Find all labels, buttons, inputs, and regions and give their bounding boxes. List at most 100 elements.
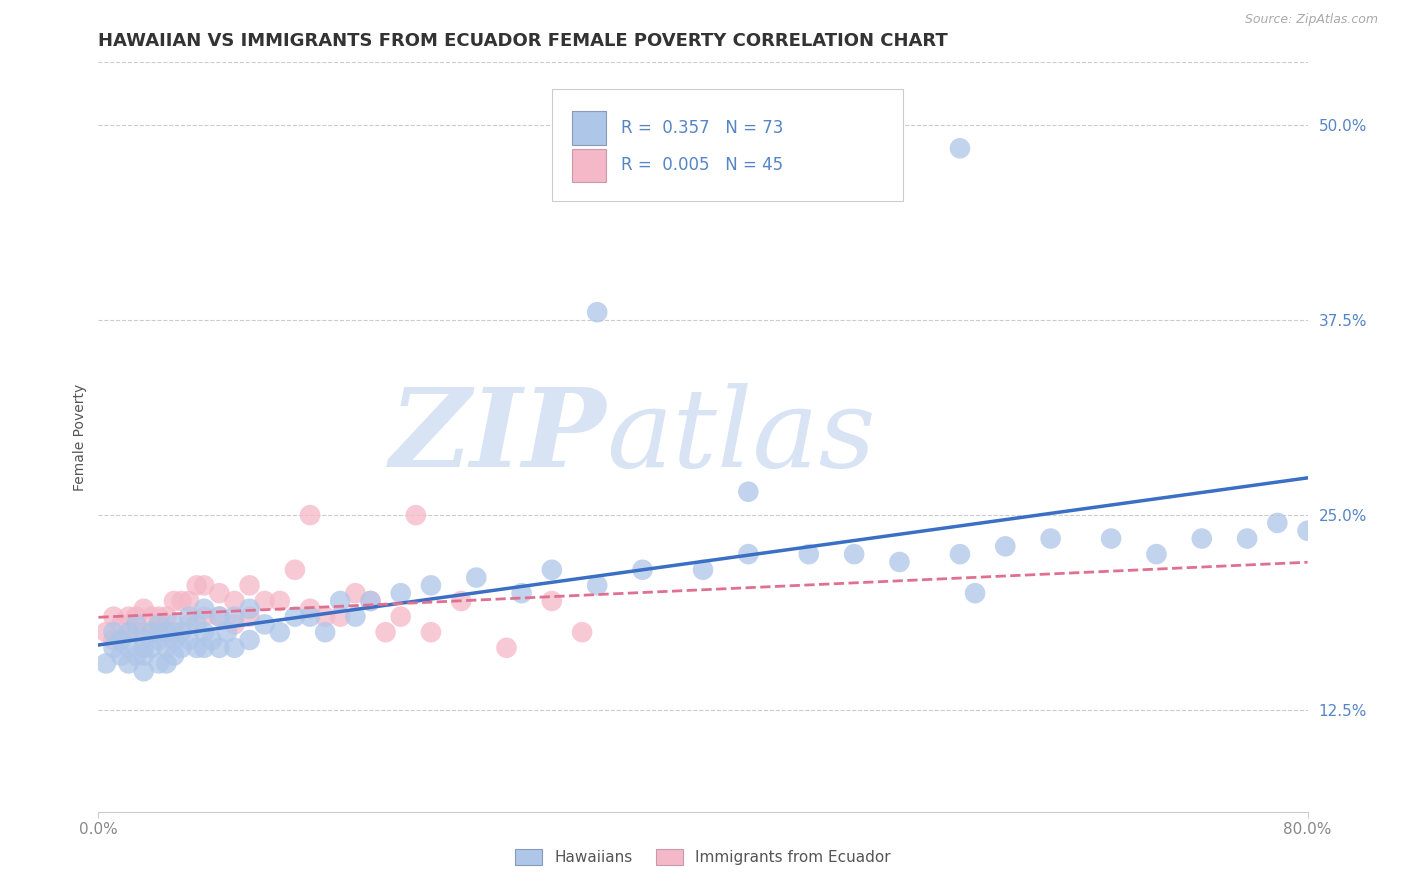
Point [141, 625, 163, 640]
Point [179, 609, 201, 624]
Point [103, 640, 125, 655]
Point [118, 609, 141, 624]
Point [186, 640, 208, 655]
Point [253, 617, 276, 632]
Point [201, 633, 224, 648]
Point [148, 625, 170, 640]
Point [163, 594, 186, 608]
Point [170, 594, 193, 608]
Point [186, 617, 208, 632]
Point [889, 555, 911, 569]
Point [132, 625, 155, 640]
Point [110, 617, 132, 632]
Point [141, 609, 163, 624]
Point [163, 648, 186, 663]
Point [208, 609, 231, 624]
Point [360, 594, 382, 608]
Point [155, 625, 177, 640]
Bar [572, 149, 606, 182]
Point [186, 578, 208, 592]
Point [949, 141, 972, 155]
Point [125, 625, 148, 640]
Point [208, 640, 231, 655]
Point [148, 617, 170, 632]
Point [193, 640, 215, 655]
Point [170, 625, 193, 640]
Point [495, 640, 517, 655]
Point [148, 609, 170, 624]
Point [193, 601, 215, 615]
Point [224, 640, 246, 655]
Point [132, 640, 155, 655]
Point [405, 508, 427, 523]
Point [510, 586, 533, 600]
Point [269, 625, 291, 640]
Point [299, 508, 322, 523]
Point [110, 633, 132, 648]
Point [103, 609, 125, 624]
Point [208, 609, 231, 624]
Point [1099, 532, 1122, 546]
Legend: Hawaiians, Immigrants from Ecuador: Hawaiians, Immigrants from Ecuador [509, 843, 897, 871]
Point [224, 617, 246, 632]
Point [94, 657, 117, 671]
Point [299, 609, 322, 624]
Point [1267, 516, 1289, 530]
Point [155, 640, 177, 655]
Point [215, 625, 238, 640]
Point [1039, 532, 1062, 546]
Point [155, 657, 177, 671]
Point [420, 578, 443, 592]
Point [125, 617, 148, 632]
Point [208, 586, 231, 600]
Point [420, 625, 443, 640]
Point [344, 586, 367, 600]
Point [329, 594, 352, 608]
Point [103, 625, 125, 640]
Point [314, 609, 336, 624]
Text: atlas: atlas [606, 384, 876, 491]
Point [389, 609, 412, 624]
Point [118, 640, 141, 655]
Point [1191, 532, 1213, 546]
Point [360, 594, 382, 608]
Point [1144, 547, 1167, 561]
Point [193, 625, 215, 640]
Point [797, 547, 820, 561]
Point [994, 539, 1017, 553]
Point [239, 609, 262, 624]
Point [132, 633, 155, 648]
Text: R =  0.005   N = 45: R = 0.005 N = 45 [621, 156, 783, 175]
Point [179, 633, 201, 648]
Point [253, 594, 276, 608]
Text: R =  0.357   N = 73: R = 0.357 N = 73 [621, 119, 783, 137]
Point [103, 633, 125, 648]
Point [155, 609, 177, 624]
Text: HAWAIIAN VS IMMIGRANTS FROM ECUADOR FEMALE POVERTY CORRELATION CHART: HAWAIIAN VS IMMIGRANTS FROM ECUADOR FEMA… [98, 32, 948, 50]
Point [737, 547, 759, 561]
Point [450, 594, 472, 608]
FancyBboxPatch shape [551, 88, 903, 201]
Point [540, 594, 562, 608]
Point [344, 609, 367, 624]
Point [110, 648, 132, 663]
Point [163, 617, 186, 632]
Point [163, 625, 186, 640]
Point [299, 601, 322, 615]
Point [110, 633, 132, 648]
Y-axis label: Female Poverty: Female Poverty [73, 384, 87, 491]
Point [132, 601, 155, 615]
Point [125, 648, 148, 663]
Point [389, 586, 412, 600]
Point [314, 625, 336, 640]
Point [224, 609, 246, 624]
Point [631, 563, 654, 577]
Point [148, 633, 170, 648]
Bar [572, 112, 606, 145]
Text: Source: ZipAtlas.com: Source: ZipAtlas.com [1244, 13, 1378, 27]
Point [125, 609, 148, 624]
Point [586, 578, 609, 592]
Point [692, 563, 714, 577]
Point [141, 640, 163, 655]
Point [148, 657, 170, 671]
